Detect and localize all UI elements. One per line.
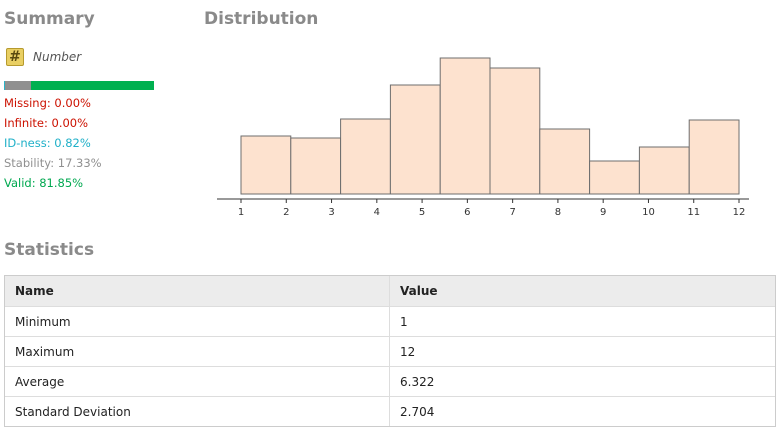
table-row: Minimum 1: [5, 306, 775, 336]
summary-stat-line: Missing: 0.00%: [4, 96, 91, 110]
x-axis-tick-label: 2: [283, 207, 289, 218]
statistics-title: Statistics: [4, 240, 95, 260]
x-axis-tick-label: 8: [555, 207, 561, 218]
stat-value-cell: 2.704: [400, 404, 435, 419]
quality-segment-id-ness: [4, 81, 6, 90]
histogram-bar: [489, 67, 541, 195]
column-header-value[interactable]: Value: [400, 284, 438, 298]
table-header-row: Name Value: [5, 276, 775, 306]
stat-name-cell: Minimum: [5, 307, 390, 336]
histogram-bar: [340, 118, 391, 195]
histogram-bar: [638, 146, 690, 195]
column-header-name[interactable]: Name: [5, 276, 390, 306]
quality-segment-valid: [31, 81, 154, 90]
stat-value-cell: 1: [400, 314, 408, 329]
table-row: Maximum 12: [5, 336, 775, 366]
histogram-bar: [539, 128, 591, 195]
quality-segment-stability: [5, 81, 32, 90]
summary-title: Summary: [4, 9, 95, 29]
histogram-bar: [589, 160, 640, 195]
histogram-bar: [389, 84, 441, 195]
x-axis-tick-label: 3: [328, 207, 334, 218]
attribute-type: # Number: [6, 47, 81, 67]
x-axis-tick-label: 12: [733, 207, 746, 218]
x-axis-tick-label: 11: [687, 207, 700, 218]
histogram-bar: [439, 57, 491, 195]
stat-name-cell: Average: [5, 367, 390, 396]
summary-stat-line: Stability: 17.33%: [4, 156, 102, 170]
distribution-histogram: 1 2 3 4 5 6 7 8 9 10 11 12: [217, 57, 749, 218]
x-axis-tick-label: 4: [374, 207, 380, 218]
summary-stat-line: ID-ness: 0.82%: [4, 136, 91, 150]
stat-value-cell: 6.322: [400, 374, 435, 389]
stat-value-cell: 12: [400, 344, 416, 359]
x-axis-tick-label: 7: [509, 207, 515, 218]
x-axis-tick-label: 5: [419, 207, 425, 218]
histogram-bar: [240, 135, 292, 195]
stat-name-cell: Standard Deviation: [5, 397, 390, 426]
data-quality-bar: [4, 81, 154, 90]
stat-name-cell: Maximum: [5, 337, 390, 366]
x-axis-tick-label: 1: [238, 207, 244, 218]
histogram-bar: [290, 137, 342, 195]
x-axis-tick-label: 10: [642, 207, 655, 218]
table-row: Standard Deviation 2.704: [5, 396, 775, 426]
distribution-title: Distribution: [204, 9, 319, 29]
x-axis-tick-label: 6: [464, 207, 470, 218]
x-axis-tick-label: 9: [600, 207, 606, 218]
table-row: Average 6.322: [5, 366, 775, 396]
statistics-table: Name Value Minimum 1 Maximum 12 Average …: [4, 275, 776, 427]
histogram-bar: [688, 119, 740, 195]
number-type-icon: #: [6, 48, 24, 66]
summary-stat-line: Valid: 81.85%: [4, 176, 84, 190]
attribute-type-label: Number: [33, 50, 82, 64]
summary-stat-line: Infinite: 0.00%: [4, 116, 89, 130]
